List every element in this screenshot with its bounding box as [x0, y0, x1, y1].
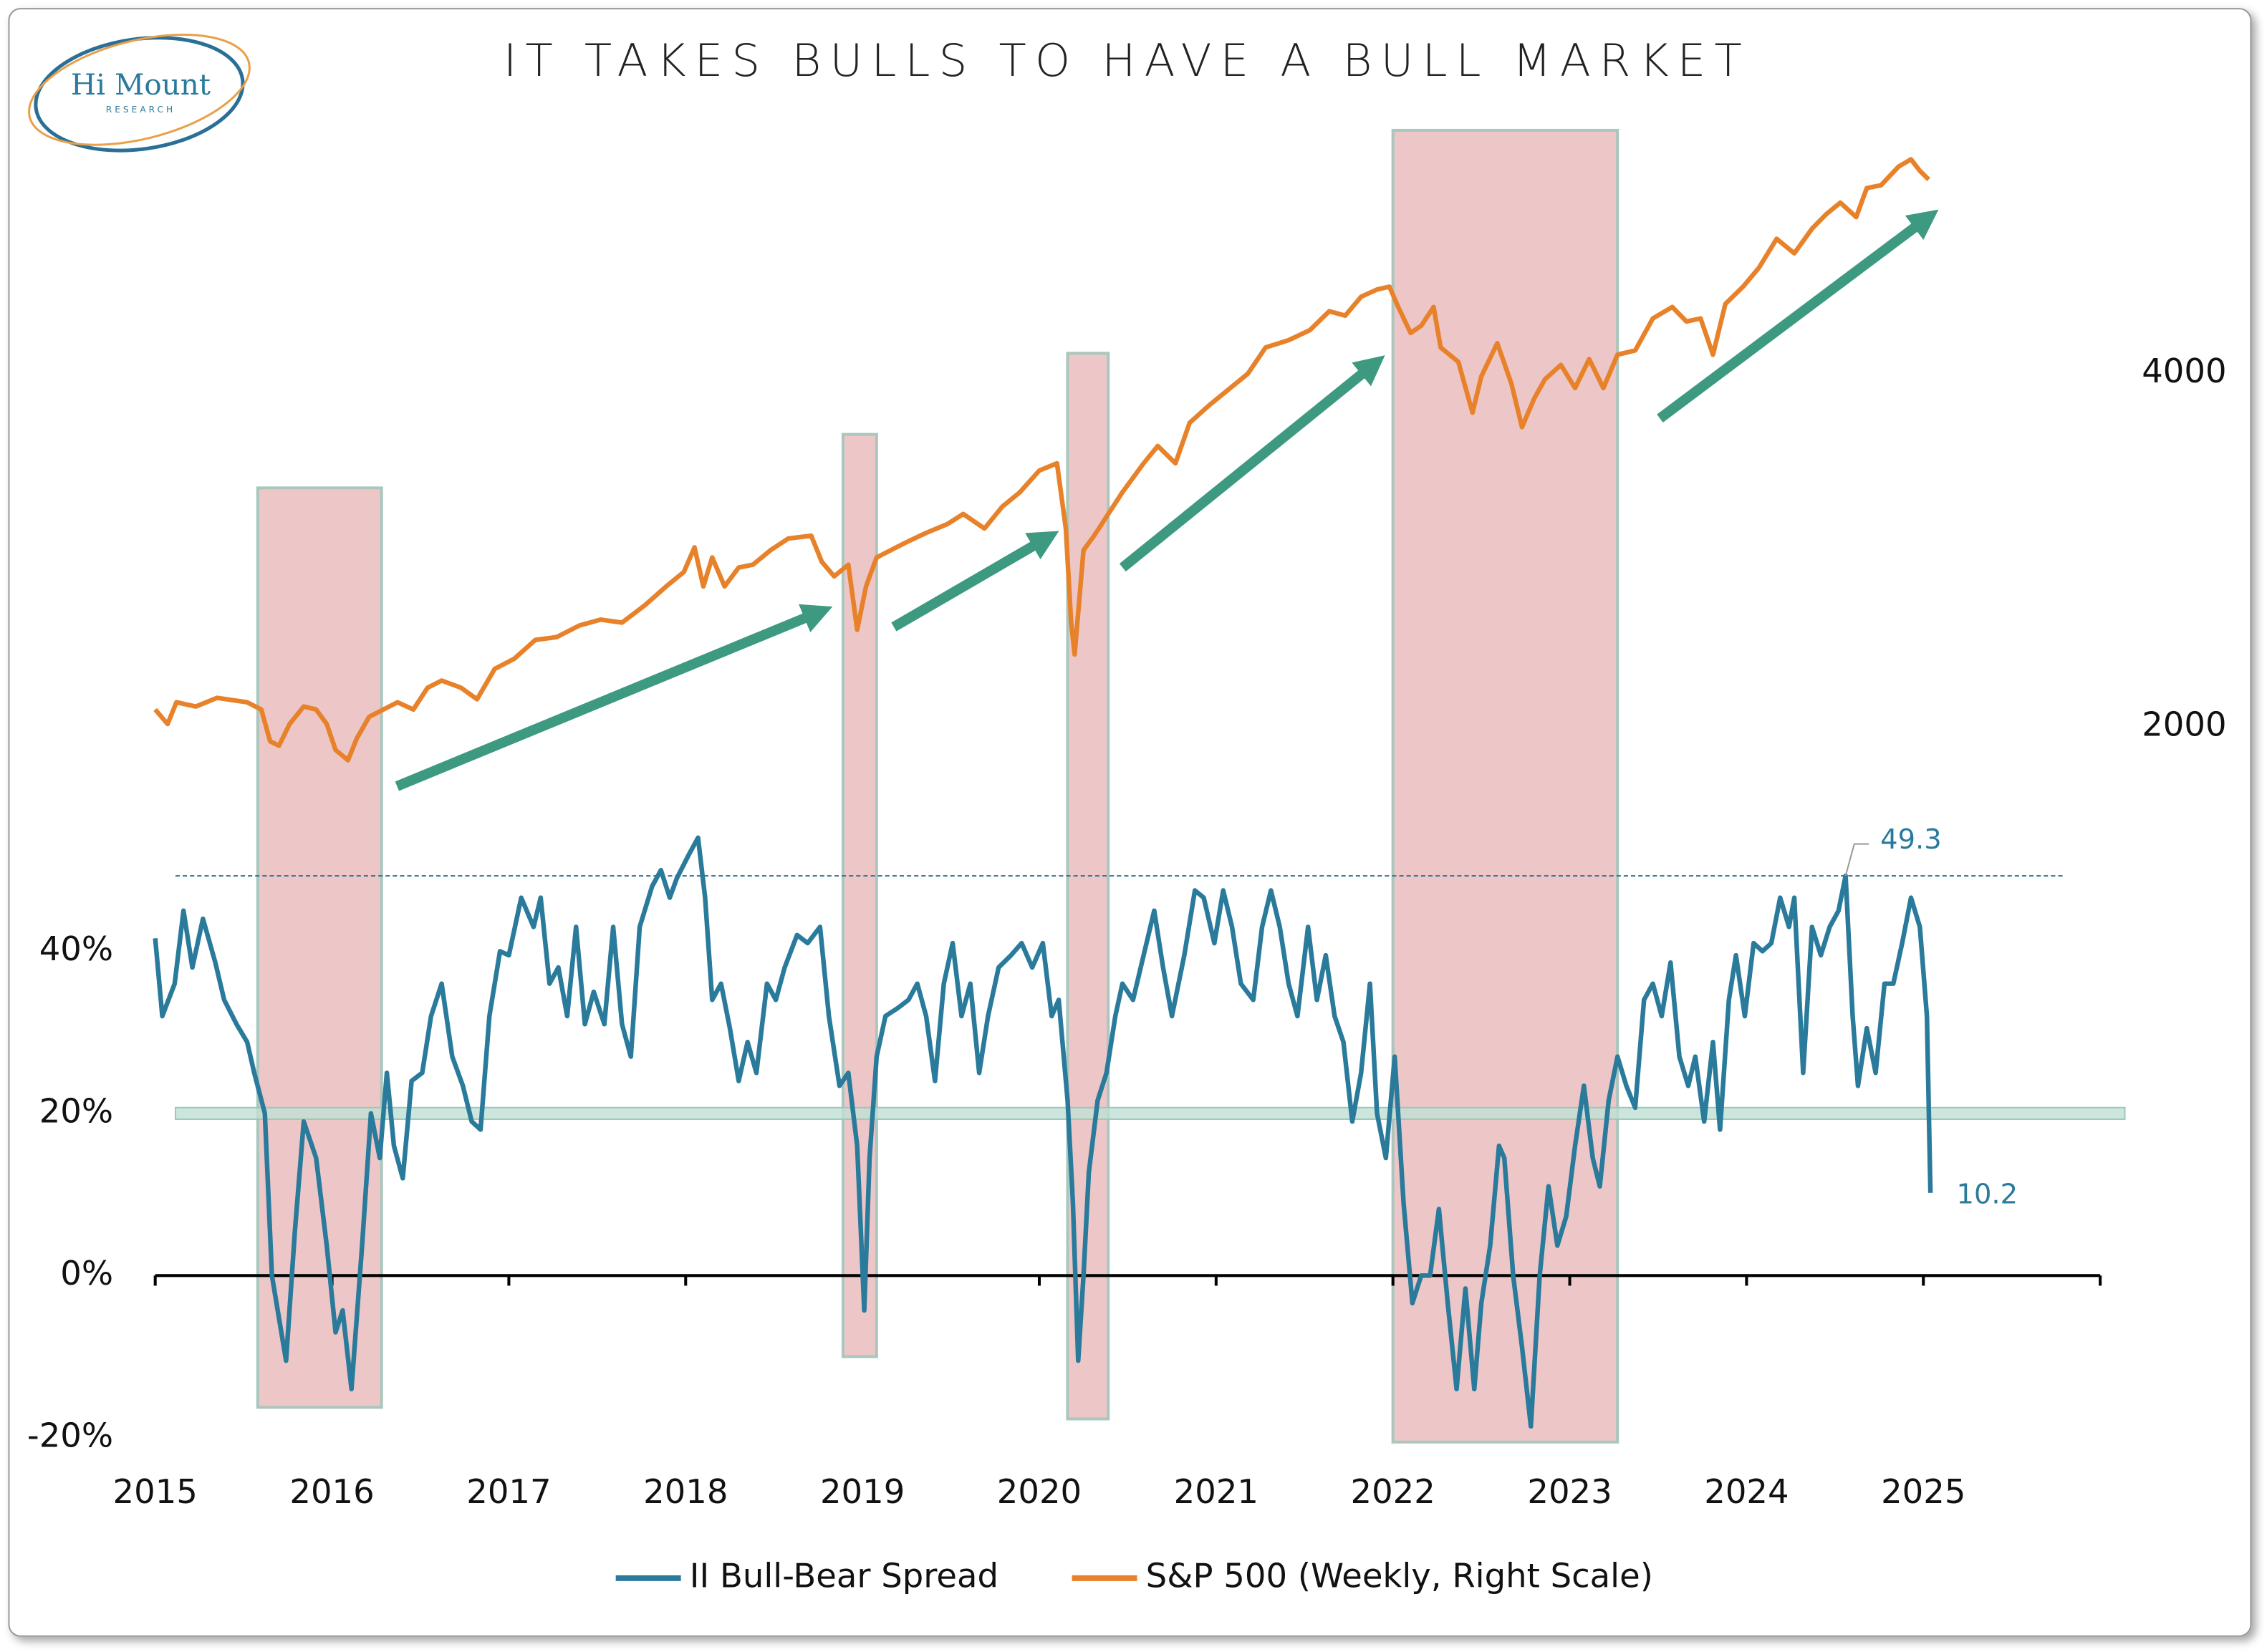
x-tick-label: 2019 [820, 1472, 905, 1511]
threshold-band [174, 1106, 2126, 1120]
y2-tick-label: 2000 [2142, 705, 2226, 743]
y-tick-label: 0% [60, 1254, 113, 1293]
chart-title: IT TAKES BULLS TO HAVE A BULL MARKET [504, 34, 1751, 87]
x-tick-label: 2020 [997, 1472, 1082, 1511]
series-layer [153, 157, 1933, 1429]
legend-label: II Bull-Bear Spread [690, 1556, 998, 1595]
series-line [153, 157, 1930, 763]
frame [8, 8, 2252, 1637]
series-line [153, 835, 1933, 1429]
leader-line [1844, 843, 1869, 876]
x-tick-label: 2021 [1174, 1472, 1258, 1511]
background-layer [153, 128, 2126, 1444]
label-layer: 2015 2016 2017 2018 2019 2020 2021 2022 2023 2024… [27, 352, 2227, 1511]
x-tick-label: 2017 [466, 1472, 551, 1511]
value-annotation: 10.2 [1957, 1178, 2018, 1210]
shaded-period [1391, 128, 1619, 1444]
logo-tagline: RESEARCH [106, 105, 175, 115]
x-tick-label: 2022 [1351, 1472, 1435, 1511]
logo-name: Hi Mount [71, 67, 211, 102]
trend-arrows [395, 209, 1939, 791]
x-tick-label: 2025 [1881, 1472, 1965, 1511]
x-tick-label: 2016 [289, 1472, 374, 1511]
x-tick-label: 2023 [1527, 1472, 1612, 1511]
shaded-period [1066, 352, 1110, 1421]
x-tick-label: 2018 [643, 1472, 728, 1511]
y-tick-label: -20% [27, 1416, 113, 1454]
legend-label: S&P 500 (Weekly, Right Scale) [1146, 1556, 1653, 1595]
y2-tick-label: 4000 [2142, 352, 2226, 390]
legend: II Bull-Bear Spread S&P 500 (Weekly, Rig… [615, 1556, 1653, 1595]
y-tick-label: 20% [39, 1091, 113, 1130]
shaded-period [256, 486, 383, 1409]
x-tick-label: 2015 [113, 1472, 198, 1511]
y-tick-label: 40% [39, 929, 113, 968]
reference-label: 49.3 [1880, 823, 1942, 856]
logo: Hi Mount RESEARCH [28, 33, 251, 153]
x-tick-label: 2024 [1704, 1472, 1789, 1511]
